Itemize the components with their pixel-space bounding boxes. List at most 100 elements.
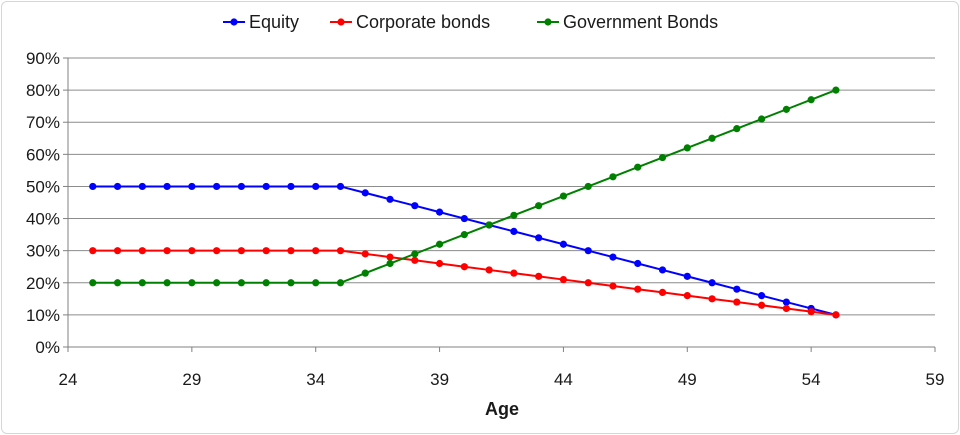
data-point	[336, 247, 345, 255]
data-point	[113, 279, 122, 287]
data-point	[658, 266, 667, 274]
data-point	[188, 182, 196, 191]
data-point	[782, 298, 790, 306]
data-point	[609, 173, 617, 181]
data-point	[89, 279, 97, 287]
data-point	[262, 247, 270, 255]
data-point	[287, 279, 295, 287]
legend-item: Equity	[223, 12, 299, 32]
legend-marker	[230, 18, 238, 26]
data-point	[237, 247, 245, 255]
data-point	[435, 208, 444, 216]
y-tick-label: 80%	[26, 81, 60, 100]
data-point	[386, 259, 394, 268]
data-point	[113, 182, 122, 191]
data-point	[460, 263, 468, 271]
x-axis-label: Age	[485, 399, 519, 419]
data-point	[213, 182, 221, 191]
data-point	[411, 250, 419, 258]
x-tick-label: 44	[554, 370, 573, 389]
data-point	[535, 234, 543, 242]
data-point	[807, 308, 815, 316]
data-point	[733, 125, 741, 133]
x-tick-label: 59	[926, 370, 945, 389]
data-point	[163, 279, 171, 287]
data-point	[782, 105, 790, 113]
data-point	[658, 288, 667, 297]
data-point	[89, 247, 97, 255]
data-point	[138, 247, 146, 255]
data-point	[386, 253, 394, 261]
data-point	[485, 221, 493, 229]
data-point	[138, 279, 146, 287]
data-point	[683, 144, 691, 152]
x-tick-labels: 24 29 34 39 44 49 54 59	[59, 370, 945, 389]
data-point	[262, 182, 270, 191]
data-point	[535, 202, 543, 210]
data-point	[163, 182, 171, 191]
data-point	[708, 134, 716, 142]
legend-marker	[544, 18, 552, 26]
y-tick-label: 50%	[26, 177, 60, 196]
data-point	[435, 240, 444, 248]
data-point	[89, 182, 97, 191]
data-point	[262, 279, 270, 287]
data-point	[584, 279, 592, 287]
data-point	[237, 182, 245, 191]
data-point	[287, 182, 295, 191]
data-point	[188, 279, 196, 287]
series-government-bonds	[89, 86, 840, 287]
data-point	[460, 214, 468, 223]
series-equity	[89, 182, 840, 319]
data-point	[312, 182, 320, 191]
data-point	[832, 86, 840, 94]
x-tick-label: 39	[430, 370, 449, 389]
axes	[63, 57, 936, 352]
data-point	[312, 279, 320, 287]
data-point	[361, 250, 369, 258]
data-point	[559, 240, 568, 248]
data-point	[237, 279, 245, 287]
data-point	[609, 253, 617, 261]
data-point	[634, 259, 642, 268]
data-point	[559, 275, 568, 284]
data-point	[460, 231, 468, 239]
legend-item: Corporate bonds	[330, 12, 490, 32]
y-tick-label: 30%	[26, 242, 60, 261]
data-point	[510, 227, 518, 235]
x-tick-label: 54	[802, 370, 821, 389]
data-point	[683, 272, 691, 280]
y-tick-labels: 0% 10% 20% 30% 40% 50% 60% 70% 80% 90%	[26, 49, 60, 357]
y-tick-label: 90%	[26, 49, 60, 68]
data-point	[510, 211, 518, 219]
legend-label: Equity	[249, 12, 299, 32]
x-tick-label: 49	[678, 370, 697, 389]
data-point	[535, 272, 543, 280]
data-point	[584, 247, 592, 255]
data-point	[485, 266, 493, 274]
series-group	[89, 86, 840, 319]
data-point	[733, 298, 741, 306]
data-point	[411, 256, 419, 264]
data-point	[510, 269, 518, 277]
data-point	[584, 182, 592, 191]
y-tick-label: 40%	[26, 210, 60, 229]
data-point	[832, 311, 840, 319]
y-tick-label: 70%	[26, 113, 60, 132]
data-point	[758, 301, 766, 309]
data-point	[336, 279, 345, 287]
data-point	[336, 182, 345, 191]
data-point	[213, 247, 221, 255]
data-point	[758, 292, 766, 300]
data-point	[361, 189, 369, 197]
x-tick-label: 34	[306, 370, 325, 389]
data-point	[163, 247, 171, 255]
series-corporate-bonds	[89, 247, 840, 319]
data-point	[634, 285, 642, 293]
data-point	[411, 202, 419, 210]
legend-label: Government Bonds	[563, 12, 718, 32]
data-point	[361, 269, 369, 277]
data-point	[213, 279, 221, 287]
data-point	[435, 259, 444, 268]
y-tick-label: 10%	[26, 306, 60, 325]
